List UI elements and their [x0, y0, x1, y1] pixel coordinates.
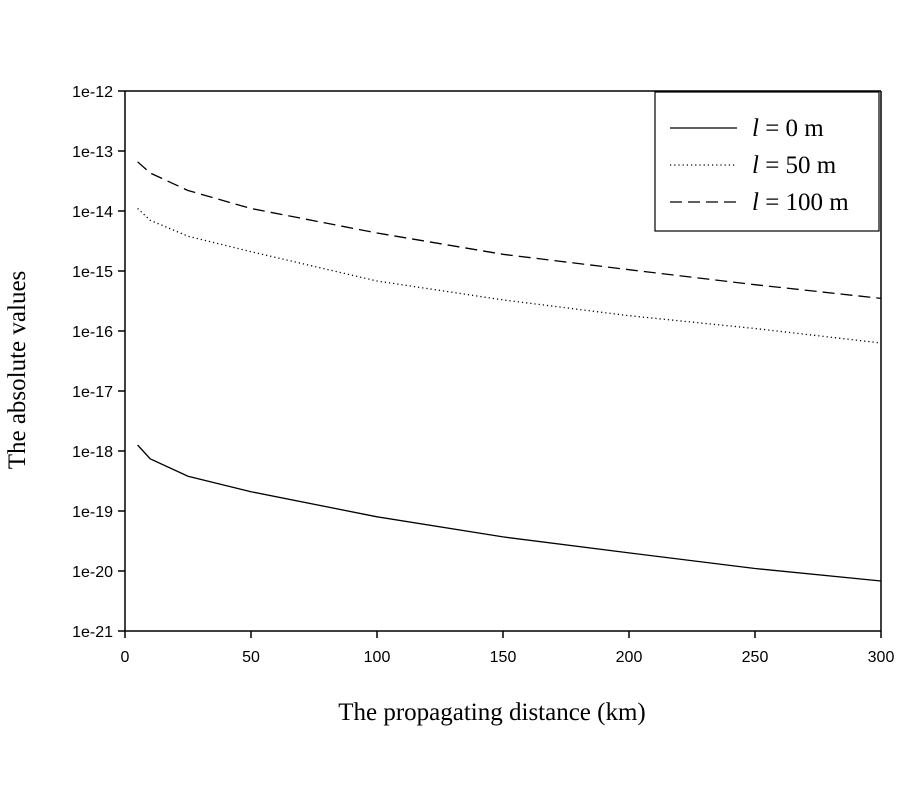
legend-label-0: l = 0 m [752, 115, 824, 142]
x-tick-label: 300 [868, 649, 895, 666]
y-tick-label: 1e-16 [72, 324, 113, 341]
series-line-2 [137, 161, 882, 300]
x-axis-label: The propagating distance (km) [338, 699, 646, 726]
x-tick-label: 150 [490, 649, 517, 666]
y-axis: 1e-12 1e-13 1e-14 1e-15 1e-16 1e-17 1e-18 1e-19… [72, 84, 125, 641]
y-tick-label: 1e-17 [72, 384, 113, 401]
legend: l = 0 ml = 50 ml = 100 m [654, 91, 880, 232]
x-tick-label: 50 [242, 649, 260, 666]
x-axis: 0 50 100 150 200 250 300 [121, 631, 895, 666]
legend-symbol: l [752, 115, 759, 142]
y-tick-label: 1e-21 [72, 624, 113, 641]
y-tick-label: 1e-18 [72, 444, 113, 461]
x-tick-label: 200 [616, 649, 643, 666]
legend-symbol: l [752, 152, 759, 179]
y-tick-label: 1e-20 [72, 564, 113, 581]
x-tick-label: 0 [121, 649, 130, 666]
legend-box [654, 91, 880, 232]
legend-value: = 0 m [759, 115, 824, 142]
legend-value: = 100 m [759, 189, 849, 216]
legend-value: = 50 m [759, 152, 837, 179]
y-tick-label: 1e-19 [72, 504, 113, 521]
x-tick-label: 250 [742, 649, 769, 666]
y-tick-label: 1e-14 [72, 204, 113, 221]
series-line-1 [137, 208, 882, 344]
legend-symbol: l [752, 189, 759, 216]
y-axis-label: The absolute values [4, 271, 31, 470]
series-line-0 [137, 444, 882, 582]
legend-label-2: l = 100 m [752, 189, 849, 216]
y-tick-label: 1e-15 [72, 264, 113, 281]
y-tick-label: 1e-13 [72, 144, 113, 161]
legend-label-1: l = 50 m [752, 152, 837, 179]
series-lines [137, 161, 882, 582]
x-tick-label: 100 [364, 649, 391, 666]
y-tick-label: 1e-12 [72, 84, 113, 101]
